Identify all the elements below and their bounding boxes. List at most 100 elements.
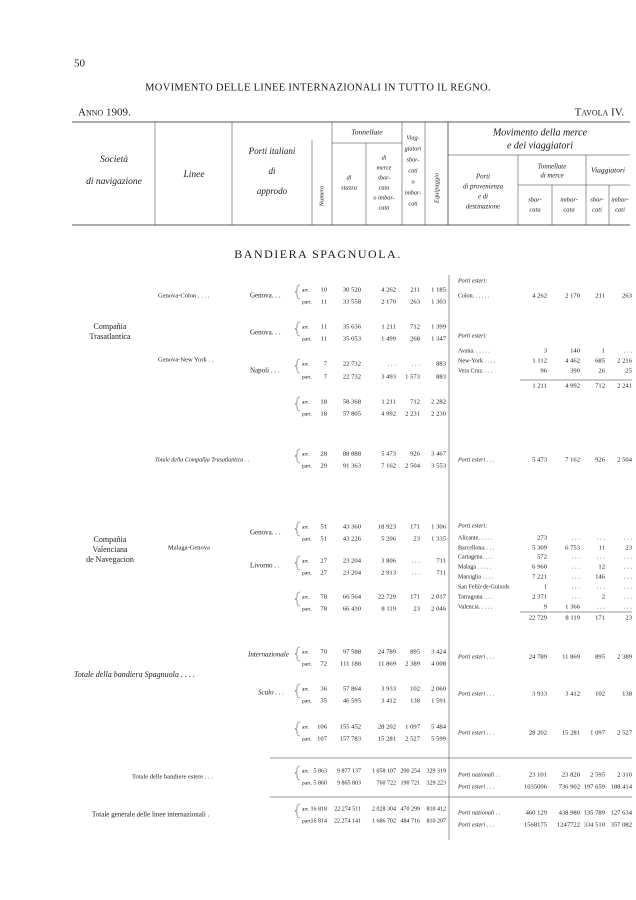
cell: 138 [410,698,421,705]
foreign-cell: . . . [572,594,581,601]
cell: 4 992 [381,411,396,418]
port: Napoli . . . [250,367,280,375]
cell: 1 499 [381,336,397,343]
row-kind: part. [302,780,313,786]
foreign-cell: 1035006 [524,784,548,791]
cell: 3 806 [381,558,397,565]
cell: 11 869 [378,661,397,668]
cell: 8 119 [381,606,396,613]
row-kind: arr. [302,686,310,692]
foreign-cell: 23 [625,545,632,552]
bracket [294,721,301,737]
foreign-cell: 146 [595,574,606,581]
cell: 51 [320,524,327,531]
header-rules [72,121,630,226]
society: Trasatlantica [89,332,130,341]
travellers-header: Viaggiatori [591,166,625,175]
travellers-loaded-header: cati [615,206,625,213]
cell: 27 [320,558,327,565]
society-header: di navigazione [86,177,142,187]
society: Compañia [94,535,127,544]
bracket [294,765,301,781]
bracket [294,284,301,300]
bracket [294,448,301,464]
cell: 1 211 [381,324,396,331]
foreign-cell: . . . [624,348,633,355]
foreign-cell: 171 [595,615,605,622]
cell: 5 599 [431,736,447,743]
cell: 329 319 [427,768,447,774]
foreign-cell: 1 366 [565,604,581,611]
foreign-cell: . . . [597,584,606,591]
row-kind: arr. [302,399,310,405]
foreign-cell: 895 [595,654,606,661]
society: Valenciana [92,545,128,554]
row-kind: part. [302,818,313,824]
row-kind: part. [302,570,313,576]
cell: 926 [410,451,421,458]
cell: 11 [321,324,327,331]
section-title: BANDIERA SPAGNUOLA. [234,247,401,261]
cell: 15 281 [378,736,396,743]
movement-header: e dei viaggiatori [507,140,573,151]
foreign-cell: 1 097 [590,730,606,737]
cell: 329 223 [427,780,447,786]
cell: 7 162 [381,463,396,470]
cell: . . . [412,361,421,368]
passengers-header: o [411,178,414,185]
merce-header: merce [377,164,392,171]
bracket [294,555,301,571]
row-kind: arr. [302,324,310,330]
cell: 66 430 [343,606,362,613]
cell: 5 860 [314,780,328,786]
cell: 30 520 [343,287,362,294]
foreign-cell: 24 789 [529,654,548,661]
cell: 2 017 [431,594,447,601]
number-header: Numero [318,185,325,207]
foreign-cell: 6 753 [565,545,581,552]
cell: . . . [412,558,421,565]
cell: 11 [321,299,327,306]
row-kind: part. [302,661,313,667]
port: Internazionale [247,651,289,659]
bracket [294,358,301,374]
foreign-port: San Feliù-de-Guixols [458,584,510,590]
cell: 4 008 [431,661,447,668]
row-kind: arr. [302,361,310,367]
foreign-cell: 188 414 [611,784,633,791]
goods-loaded-header: imbar- [560,196,578,203]
foreign-cell: . . . [624,594,633,601]
foreign-port: Porti esteri . . . [457,822,494,828]
cell: 97 588 [343,649,362,656]
year: Anno 1909. [78,107,131,119]
cell: 2 527 [405,736,421,743]
cell: 18 [320,399,327,406]
cell: 111 188 [340,661,362,668]
cell: 712 [410,324,420,331]
foreign-cell: . . . [624,584,633,591]
travellers-unloaded-header: sbar- [590,196,604,203]
cell: 155 452 [340,724,361,731]
row-kind: part. [302,374,313,380]
foreign-cell: 7 162 [565,457,580,464]
foreign-port: Colon. . . . . . [458,293,490,299]
cell: 1 573 [405,374,421,381]
foreign-cell: 685 [595,358,606,365]
cell: 4 262 [381,287,396,294]
society: de Navegacion [86,555,134,564]
cell: 190 721 [401,780,421,786]
foreign-cell: 2 371 [532,594,547,601]
foreign-cell: 712 [595,383,605,390]
row-kind: part. [302,736,313,742]
foreign-ports-header: destinazione [466,204,500,211]
line-name: Malaga-Genova [168,544,210,551]
row-kind: part. [302,336,313,342]
cell: 1 303 [431,299,447,306]
foreign-cell: . . . [624,564,633,571]
foreign-cell: 23 [625,615,632,622]
tonnage-header: Tonnellate [351,128,383,137]
foreign-cell: 3 412 [565,691,580,698]
cell: 711 [436,558,446,565]
foreign-cell: 23 820 [562,772,581,779]
stazza-header: di [346,174,351,181]
